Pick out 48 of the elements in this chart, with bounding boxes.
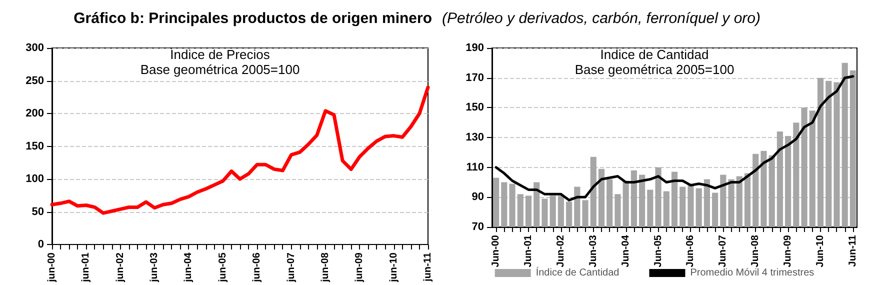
annotation: Índice de Cantidad xyxy=(600,47,709,62)
legend-label: Promedio Móvil 4 trimestres xyxy=(690,268,814,278)
x-tick-label: Jun-03 xyxy=(588,234,599,268)
y-tick-label: 250 xyxy=(26,74,44,87)
annotation: Base geométrica 2005=100 xyxy=(574,62,734,77)
y-tick-label: 0 xyxy=(38,238,44,251)
y-tick-label: 50 xyxy=(32,206,44,218)
x-tick-label: jun-02 xyxy=(114,252,126,284)
y-tick-label: 90 xyxy=(472,191,484,204)
x-tick-label: Jun-01 xyxy=(523,234,534,268)
x-tick-label: jun-08 xyxy=(320,252,331,284)
chart-title: Gráfico b: Principales productos de origen minero xyxy=(74,10,432,27)
x-tick-label: jun-01 xyxy=(80,252,92,284)
x-tick-label: jun-07 xyxy=(286,252,297,284)
x-tick-label: Jun-07 xyxy=(718,234,729,268)
y-tick-label: 70 xyxy=(472,221,484,233)
x-tick-label: jun-00 xyxy=(46,252,58,284)
chart-subtitle: (Petróleo y derivados, carbón, ferroníquel y oro) xyxy=(442,10,760,27)
x-tick-label: Jun-08 xyxy=(750,234,762,268)
y-tick-label: 100 xyxy=(26,173,44,186)
x-tick-label: jun-10 xyxy=(388,252,400,284)
x-tick-label: Jun-02 xyxy=(555,234,566,268)
y-tick-label: 150 xyxy=(26,140,44,152)
x-tick-label: Jun-10 xyxy=(815,234,826,268)
y-tick-label: 130 xyxy=(466,132,484,144)
y-tick-label: 110 xyxy=(466,161,484,174)
x-tick-label: Jun-00 xyxy=(490,234,502,268)
x-tick-label: jun-04 xyxy=(183,252,194,284)
annotation: Índice de Precios xyxy=(170,47,270,62)
y-tick-label: 170 xyxy=(466,72,484,84)
x-tick-label: Jun-05 xyxy=(652,234,664,268)
x-tick-label: Jun-11 xyxy=(847,234,858,267)
annotation: Base geométrica 2005=100 xyxy=(140,62,300,77)
y-tick-label: 200 xyxy=(26,108,44,120)
x-tick-label: jun-06 xyxy=(252,252,263,284)
x-tick-label: Jun-09 xyxy=(782,234,794,268)
x-tick-label: jun-03 xyxy=(149,252,160,284)
x-tick-label: jun-05 xyxy=(217,252,228,284)
legend-label: Índice de Cantidad xyxy=(536,266,620,278)
line-series xyxy=(50,86,430,215)
y-tick-label: 150 xyxy=(466,102,484,114)
y-tick-label: 300 xyxy=(26,42,44,54)
y-tick-label: 190 xyxy=(466,42,484,54)
x-tick-label: Jun-06 xyxy=(685,234,696,268)
line-series xyxy=(494,75,854,202)
x-tick-label: Jun-04 xyxy=(620,234,632,268)
x-tick-label: jun-11 xyxy=(422,252,434,282)
x-tick-label: jun-09 xyxy=(354,252,366,284)
